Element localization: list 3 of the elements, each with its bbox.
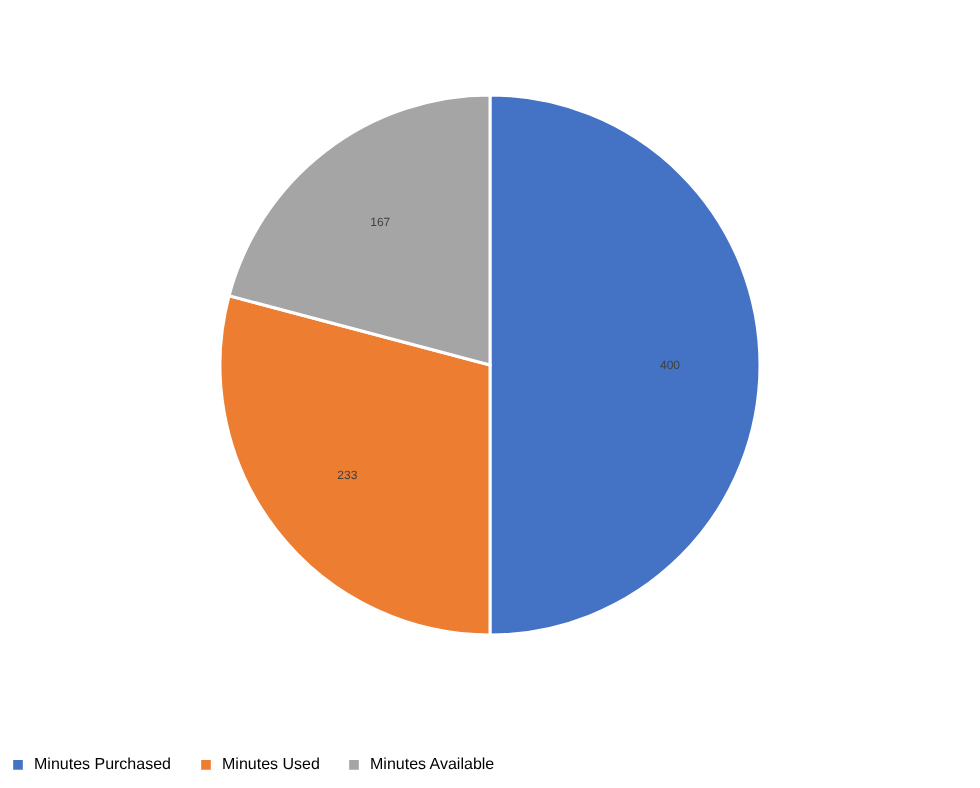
legend-label: Minutes Purchased [34, 754, 171, 773]
legend-label: Minutes Used [222, 754, 320, 773]
legend-label: Minutes Available [370, 754, 496, 773]
